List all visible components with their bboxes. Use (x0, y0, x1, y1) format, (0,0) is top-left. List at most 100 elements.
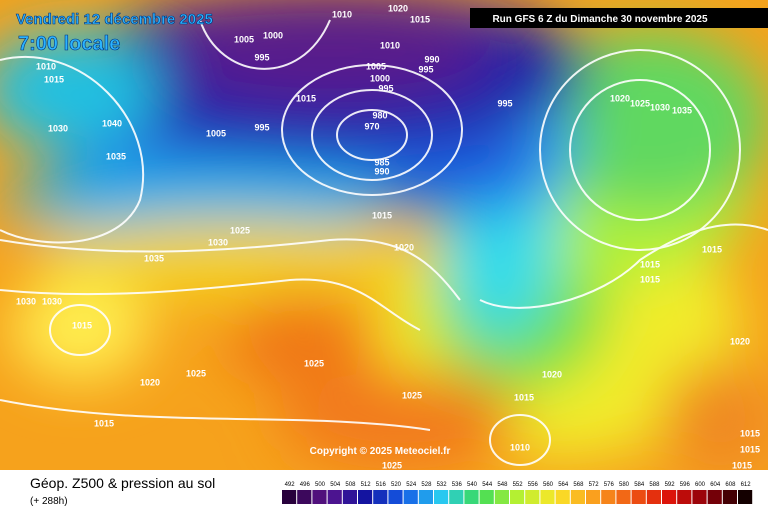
scale-label: 540 (467, 482, 478, 488)
scale-swatch (570, 490, 585, 504)
isobar-label: 1010 (510, 442, 530, 452)
scale-label: 520 (391, 482, 402, 488)
scale-swatch (464, 490, 479, 504)
scale-swatch (692, 490, 707, 504)
scale-label: 564 (558, 482, 569, 488)
scale-swatch (555, 490, 570, 504)
isobar-label: 1020 (394, 242, 414, 252)
time-label: 7:00 locale (18, 33, 120, 55)
run-label: Run GFS 6 Z du Dimanche 30 novembre 2025 (492, 14, 708, 25)
isobar-label: 1035 (106, 151, 126, 161)
isobar-label: 1015 (372, 210, 392, 220)
scale-label: 572 (589, 482, 600, 488)
scale-swatch (388, 490, 403, 504)
isobar-label: 1010 (380, 40, 400, 50)
scale-swatch (297, 490, 312, 504)
scale-label: 496 (300, 482, 311, 488)
isobar-label: 1025 (382, 460, 402, 470)
isobar-label: 1015 (702, 244, 722, 254)
isobar-label: 1000 (370, 73, 390, 83)
scale-swatch (494, 490, 509, 504)
isobar-label: 985 (374, 157, 389, 167)
isobar-label: 1025 (630, 98, 650, 108)
isobar-label: 1025 (186, 368, 206, 378)
scale-swatch (646, 490, 661, 504)
scale-label: 576 (604, 482, 615, 488)
scale-label: 608 (725, 482, 736, 488)
isobars (0, 19, 768, 466)
scale-label: 528 (421, 482, 432, 488)
isobar-label: 1015 (94, 418, 114, 428)
isobar-label: 1015 (732, 460, 752, 470)
scale-swatch (707, 490, 722, 504)
isobar-label: 1025 (304, 358, 324, 368)
isobar-label: 1030 (16, 296, 36, 306)
scale-swatch (479, 490, 494, 504)
isobar-label: 1000 (263, 30, 283, 40)
scale-label: 524 (406, 482, 417, 488)
isobar-label: 1015 (640, 274, 660, 284)
scale-swatch (631, 490, 646, 504)
isobar-label: 1020 (730, 336, 750, 346)
isobar-label: 1005 (366, 61, 386, 71)
scale-label: 612 (741, 482, 752, 488)
isobar-label: 995 (254, 122, 269, 132)
isobar-label: 1040 (102, 118, 122, 128)
isobar-label: 1030 (48, 123, 68, 133)
scale-swatch (434, 490, 449, 504)
scale-label: 560 (543, 482, 554, 488)
isobar-label: 1030 (208, 237, 228, 247)
isobar-label: 1010 (332, 9, 352, 19)
copyright: Copyright © 2025 Meteociel.fr (310, 446, 451, 457)
scale-label: 492 (285, 482, 296, 488)
scale-swatch (327, 490, 342, 504)
run-box (470, 8, 768, 28)
scale-swatch (342, 490, 357, 504)
scale-label: 544 (482, 482, 493, 488)
scale-swatch (586, 490, 601, 504)
isobar-label: 1015 (410, 14, 430, 24)
scale-swatch (722, 490, 737, 504)
isobar-label: 995 (418, 64, 433, 74)
isobar-label: 1015 (640, 259, 660, 269)
scale-label: 580 (619, 482, 630, 488)
scale-label: 532 (437, 482, 448, 488)
scale-label: 568 (573, 482, 584, 488)
isobar-label: 995 (378, 83, 393, 93)
footer-step: (+ 288h) (30, 496, 68, 507)
map-area (0, 0, 768, 470)
isobar-label: 990 (374, 166, 389, 176)
scale-swatch (738, 490, 753, 504)
isobar-label: 1015 (72, 320, 92, 330)
scale-label: 596 (680, 482, 691, 488)
isobar-label: 1005 (206, 128, 226, 138)
isobar-label: 980 (372, 110, 387, 120)
isobar-label: 1030 (42, 296, 62, 306)
isobar-label: 1015 (514, 392, 534, 402)
scale-label: 556 (528, 482, 539, 488)
scale-label: 504 (330, 482, 341, 488)
isobar-label: 990 (424, 54, 439, 64)
isobar-label: 1020 (610, 93, 630, 103)
isobar-label: 1030 (650, 102, 670, 112)
scale-label: 584 (634, 482, 645, 488)
scale-label: 500 (315, 482, 326, 488)
scale-label: 516 (376, 482, 387, 488)
isobar-label: 1015 (740, 428, 760, 438)
isobar-label: 1035 (144, 253, 164, 263)
scale-label: 592 (665, 482, 676, 488)
isobar-label: 1015 (44, 74, 64, 84)
scale-swatch (403, 490, 418, 504)
scale-swatch (449, 490, 464, 504)
date-label: Vendredi 12 décembre 2025 (16, 11, 213, 28)
color-scale: 492 496 500 504 508 512 516 520 524 528 532 536 540 5… (282, 482, 753, 504)
scale-label: 536 (452, 482, 463, 488)
scale-swatch (677, 490, 692, 504)
scale-swatch (312, 490, 327, 504)
isobar-label: 1020 (542, 369, 562, 379)
isobar-label: 970 (364, 121, 379, 131)
isobar-label: 1015 (740, 444, 760, 454)
isobar-label: 1025 (402, 390, 422, 400)
